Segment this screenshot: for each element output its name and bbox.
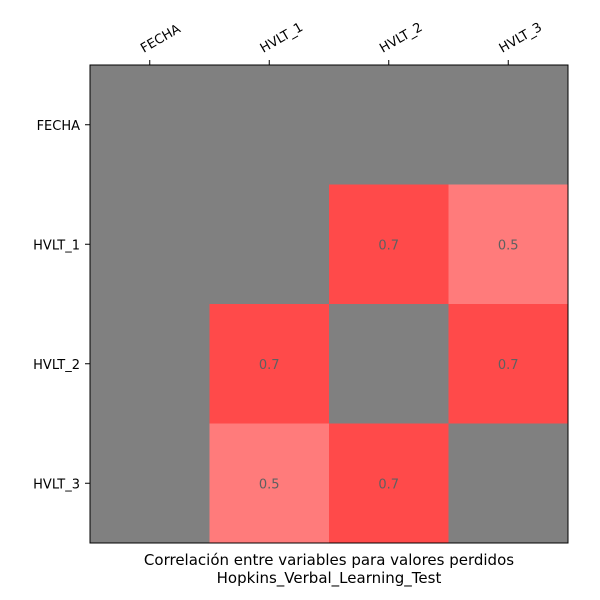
heatmap-cell: [209, 184, 330, 305]
x-tick-label: HVLT_2: [377, 20, 425, 56]
cell-value-label: 0.7: [378, 477, 399, 492]
x-axis-ticks: FECHA HVLT_1 HVLT_2 HVLT_3: [138, 20, 545, 65]
x-tick-label: HVLT_1: [258, 20, 306, 56]
heatmap-cell: [448, 423, 569, 544]
heatmap-cell: [90, 184, 210, 305]
x-tick-label: FECHA: [138, 22, 183, 57]
heatmap-cell: [209, 423, 330, 544]
heatmap-cell-labels: 0.7 0.5 0.7 0.7 0.5 0.7: [259, 238, 519, 492]
heatmap-cell: [90, 423, 210, 544]
cell-value-label: 0.7: [259, 358, 280, 373]
heatmap-cell: [90, 304, 210, 424]
heatmap-cell: [209, 304, 330, 424]
chart-subtitle: Hopkins_Verbal_Learning_Test: [217, 569, 442, 588]
heatmap-cell: [90, 65, 210, 185]
plot-frame: [89, 64, 569, 544]
cell-value-label: 0.5: [498, 238, 519, 253]
cell-value-label: 0.5: [259, 477, 280, 492]
y-tick-label: HVLT_1: [33, 238, 80, 253]
cell-value-label: 0.7: [378, 238, 399, 253]
y-tick-label: HVLT_2: [33, 358, 80, 373]
heatmap-cell: [329, 304, 449, 424]
heatmap-cell: [448, 304, 569, 424]
heatmap-cell: [329, 423, 449, 544]
x-tick-label: HVLT_3: [497, 20, 545, 56]
heatmap-cells: [90, 65, 569, 544]
heatmap-cell: [448, 65, 569, 185]
heatmap-cell: [329, 184, 449, 305]
heatmap-cell: [448, 184, 569, 305]
chart-title: Correlación entre variables para valores…: [144, 551, 514, 569]
y-tick-label: FECHA: [37, 119, 81, 134]
cell-value-label: 0.7: [498, 358, 519, 373]
heatmap-cell: [209, 65, 330, 185]
y-tick-label: HVLT_3: [33, 477, 80, 492]
y-axis-ticks: FECHA HVLT_1 HVLT_2 HVLT_3: [33, 119, 90, 492]
heatmap-cell: [329, 65, 449, 185]
